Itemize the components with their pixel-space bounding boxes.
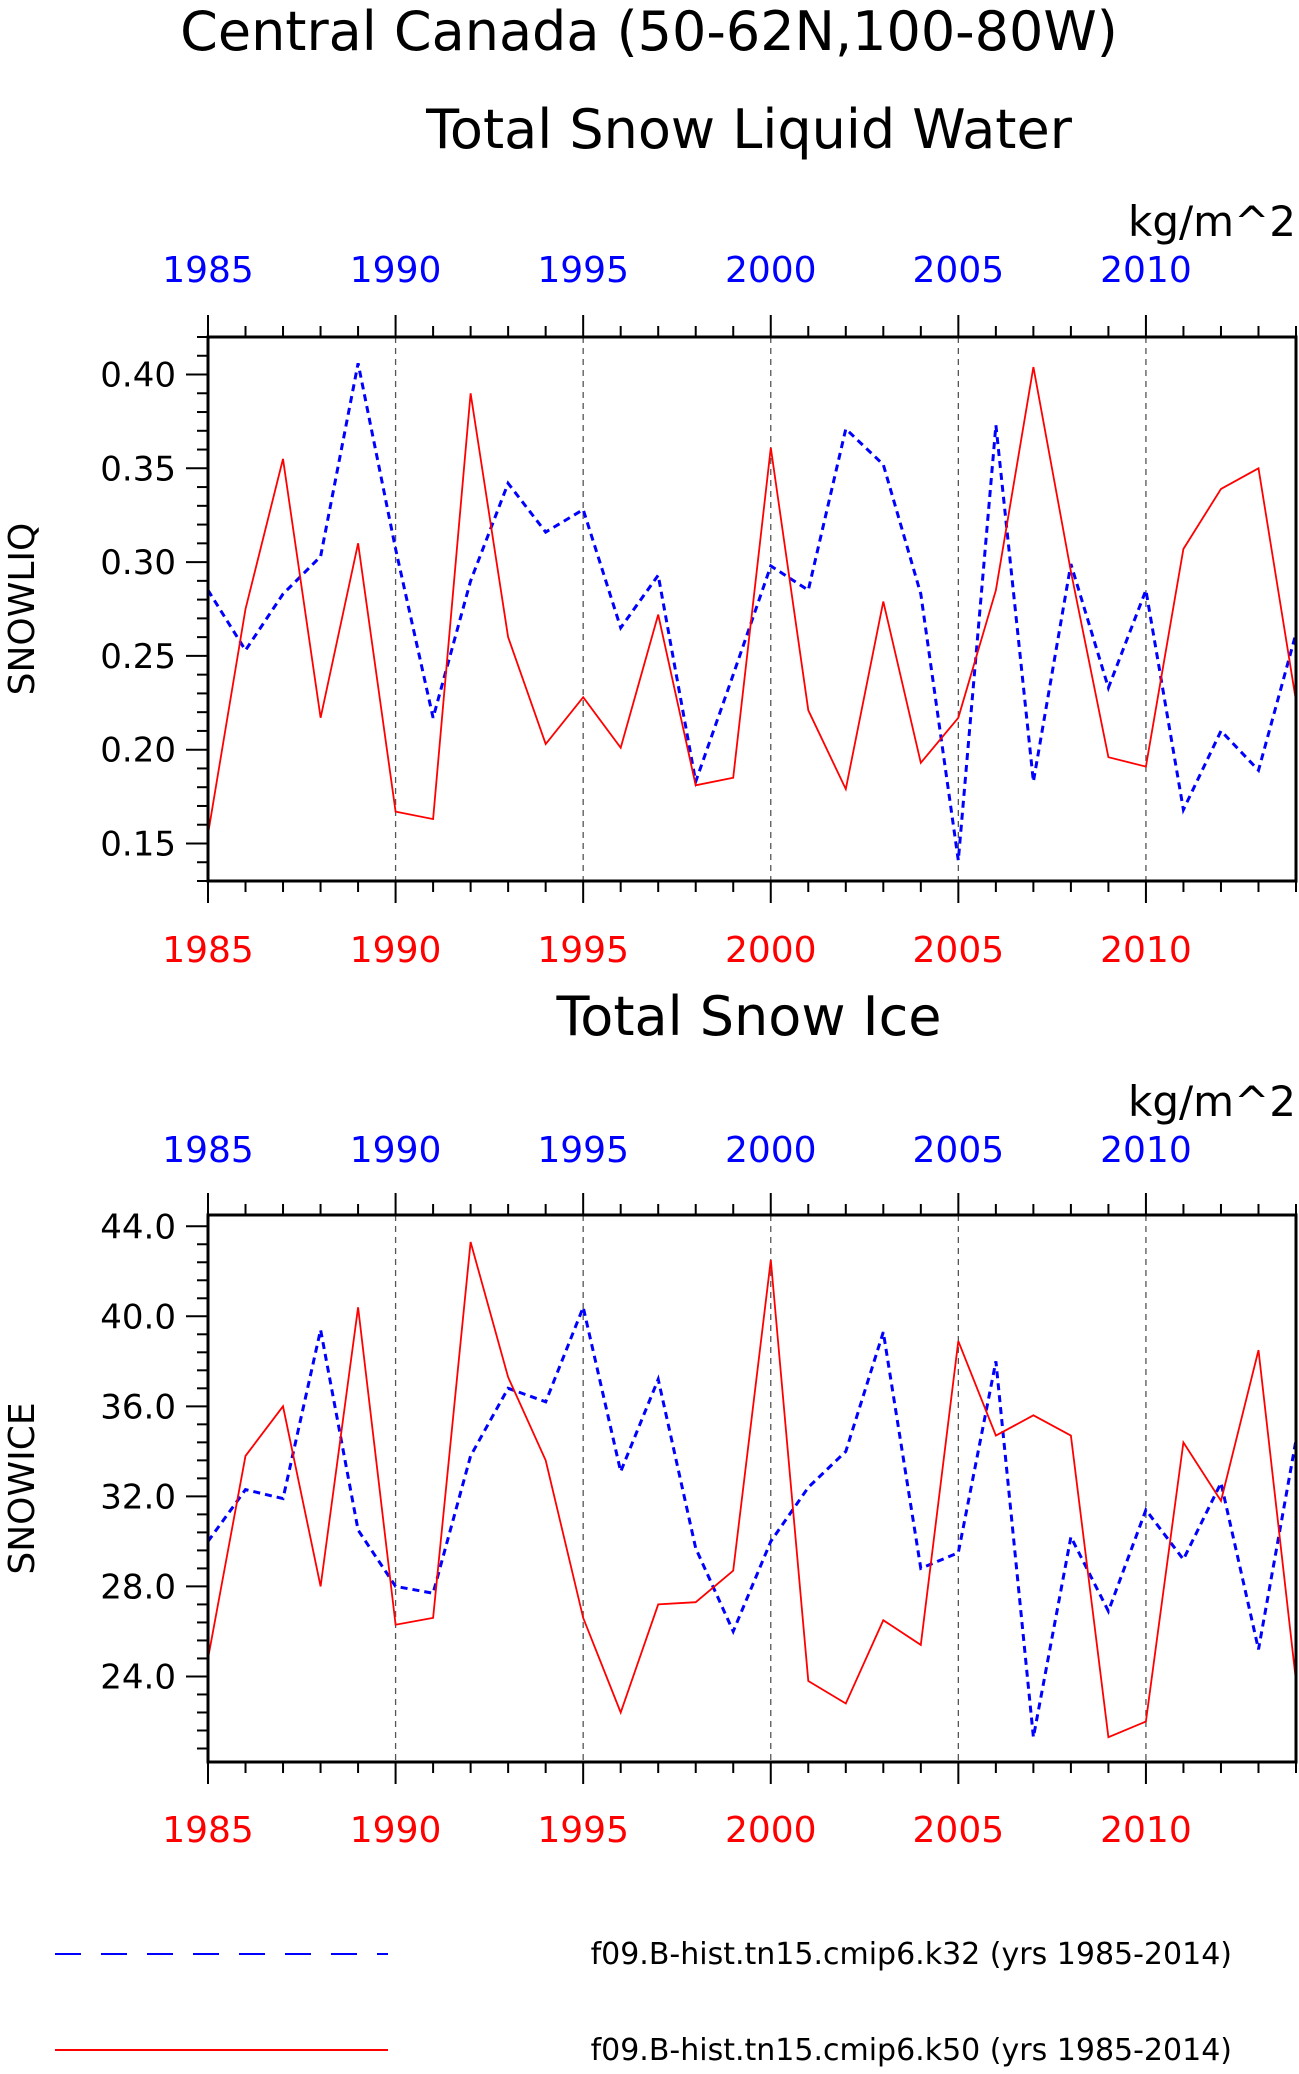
x-tick-label-top: 2005	[913, 250, 1005, 291]
y-tick-label: 36.0	[100, 1387, 176, 1427]
y-axis-label: SNOWICE	[2, 1402, 43, 1574]
plot-frame	[206, 1213, 1298, 1764]
x-tick-label-top: 1985	[162, 250, 254, 291]
figure-title: Central Canada (50-62N,100-80W)	[180, 0, 1118, 63]
legend-k50-label: f09.B-hist.tn15.cmip6.k50 (yrs 1985-2014…	[591, 2033, 1232, 2068]
y-tick-label: 0.15	[100, 824, 176, 864]
y-tick-label: 44.0	[100, 1207, 176, 1247]
y-tick-label: 0.20	[100, 731, 176, 771]
units-label: kg/m^2	[1128, 1077, 1296, 1126]
y-tick-label: 0.30	[100, 543, 176, 583]
series-k32-line	[208, 1302, 1296, 1738]
x-tick-label-bottom: 1990	[350, 1810, 442, 1851]
x-tick-label-top: 2010	[1100, 250, 1192, 291]
x-tick-label-bottom: 1985	[162, 930, 254, 971]
y-tick-label: 28.0	[100, 1567, 176, 1607]
x-tick-label-top: 1990	[350, 250, 442, 291]
x-tick-label-bottom: 2000	[725, 930, 817, 971]
legend-k32-label: f09.B-hist.tn15.cmip6.k32 (yrs 1985-2014…	[591, 1937, 1232, 1972]
y-tick-label: 0.40	[100, 356, 176, 396]
panel-title: Total Snow Ice	[556, 985, 942, 1048]
y-tick-label: 32.0	[100, 1477, 176, 1517]
y-tick-label: 0.35	[100, 449, 176, 489]
snowliq-panel: Total Snow Liquid Water kg/m^2 SNOWLIQ 0.15…	[2, 98, 1298, 971]
plot-frame	[206, 335, 1298, 883]
y-tick-label: 24.0	[100, 1657, 176, 1697]
y-tick-label: 0.25	[100, 637, 176, 677]
x-tick-label-bottom: 1995	[537, 1810, 629, 1851]
units-label: kg/m^2	[1128, 197, 1296, 246]
x-tick-label-bottom: 2010	[1100, 930, 1192, 971]
x-tick-label-top: 2000	[725, 1130, 817, 1171]
series-k50-line	[208, 366, 1296, 835]
x-tick-label-top: 2010	[1100, 1130, 1192, 1171]
x-tick-label-top: 2000	[725, 250, 817, 291]
x-tick-label-top: 1990	[350, 1130, 442, 1171]
x-tick-label-top: 2005	[913, 1130, 1005, 1171]
x-tick-label-bottom: 2010	[1100, 1810, 1192, 1851]
x-tick-label-bottom: 2005	[913, 930, 1005, 971]
y-axis-label: SNOWLIQ	[2, 523, 43, 696]
legend: f09.B-hist.tn15.cmip6.k32 (yrs 1985-2014…	[55, 1937, 1232, 2068]
x-tick-label-bottom: 1995	[537, 930, 629, 971]
x-tick-label-bottom: 1985	[162, 1810, 254, 1851]
x-tick-label-top: 1985	[162, 1130, 254, 1171]
x-tick-label-top: 1995	[537, 250, 629, 291]
series-k50-line	[208, 1241, 1296, 1739]
snowice-panel: Total Snow Ice kg/m^2 SNOWICE 24.0 28.0 32.0 3…	[2, 985, 1298, 1851]
x-tick-label-bottom: 2000	[725, 1810, 817, 1851]
x-tick-label-bottom: 2005	[913, 1810, 1005, 1851]
panel-title: Total Snow Liquid Water	[425, 98, 1073, 161]
x-tick-label-bottom: 1990	[350, 930, 442, 971]
y-tick-label: 40.0	[100, 1297, 176, 1337]
x-tick-label-top: 1995	[537, 1130, 629, 1171]
